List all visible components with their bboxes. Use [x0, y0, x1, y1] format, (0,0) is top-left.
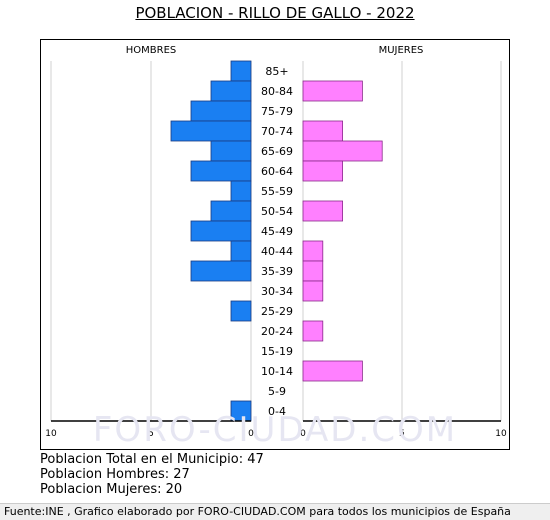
bar-men-40-44	[230, 240, 252, 262]
bar-men-50-54	[210, 200, 252, 222]
bar-men-80-84	[210, 80, 252, 102]
bar-women-40-44	[302, 240, 324, 262]
bar-men-55-59	[230, 180, 252, 202]
bar-women-20-24	[302, 320, 324, 342]
category-label-70-74: 70-74	[261, 125, 293, 138]
bar-men-60-64	[190, 160, 252, 182]
tick-label-women-0: 0	[300, 429, 306, 439]
bar-men-85+	[230, 60, 252, 82]
chart-frame: HOMBRES MUJERES 85+ 80-84 75-79 70-74 65-69 60-…	[40, 39, 510, 450]
legend-men: HOMBRES	[126, 45, 177, 56]
tick-label-women-10: 10	[495, 429, 507, 439]
bar-women-65-69	[302, 140, 383, 162]
chart-title: POBLACION - RILLO DE GALLO - 2022	[135, 4, 415, 22]
bar-women-70-74	[302, 120, 343, 142]
category-label-5-9: 5-9	[268, 385, 286, 398]
bar-women-35-39	[302, 260, 324, 282]
legend-women: MUJERES	[379, 45, 424, 56]
population-pyramid: HOMBRES MUJERES 85+ 80-84 75-79 70-74 65-69 60-…	[45, 45, 507, 439]
bar-men-70-74	[170, 120, 252, 142]
category-label-45-49: 45-49	[261, 225, 293, 238]
bar-women-30-34	[302, 280, 324, 302]
bar-women-50-54	[302, 200, 343, 222]
category-label-35-39: 35-39	[261, 265, 293, 278]
tick-label-men-10: 10	[45, 429, 57, 439]
men-population: Poblacion Hombres: 27	[40, 467, 190, 482]
category-label-85+: 85+	[265, 65, 288, 78]
category-label-10-14: 10-14	[261, 365, 293, 378]
category-label-0-4: 0-4	[268, 405, 286, 418]
bar-men-25-29	[230, 300, 252, 322]
category-label-15-19: 15-19	[261, 345, 293, 358]
tick-label-women-5: 5	[399, 429, 405, 439]
category-label-50-54: 50-54	[261, 205, 293, 218]
women-population: Poblacion Mujeres: 20	[40, 482, 183, 497]
category-label-80-84: 80-84	[261, 85, 293, 98]
category-label-55-59: 55-59	[261, 185, 293, 198]
bar-men-35-39	[190, 260, 252, 282]
category-label-65-69: 65-69	[261, 145, 293, 158]
category-label-30-34: 30-34	[261, 285, 293, 298]
bar-men-45-49	[190, 220, 252, 242]
bar-women-80-84	[302, 80, 363, 102]
category-label-75-79: 75-79	[261, 105, 293, 118]
bar-men-65-69	[210, 140, 252, 162]
total-population: Poblacion Total en el Municipio: 47	[40, 452, 264, 467]
tick-label-men-0: 0	[248, 429, 254, 439]
bar-men-75-79	[190, 100, 252, 122]
category-label-60-64: 60-64	[261, 165, 293, 178]
category-label-25-29: 25-29	[261, 305, 293, 318]
bar-men-0-4	[230, 400, 252, 422]
tick-label-men-5: 5	[148, 429, 154, 439]
category-label-40-44: 40-44	[261, 245, 293, 258]
source-footer: Fuente:INE , Grafico elaborado por FORO-…	[0, 503, 550, 520]
category-label-20-24: 20-24	[261, 325, 293, 338]
bar-women-10-14	[302, 360, 363, 382]
bar-women-60-64	[302, 160, 343, 182]
